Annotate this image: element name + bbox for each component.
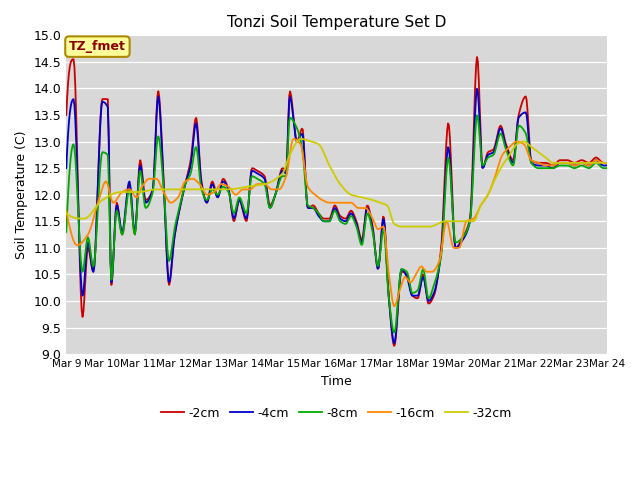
-32cm [398,224,406,229]
-16cm [63,208,70,214]
-2cm [307,204,315,209]
-4cm [390,340,398,346]
-2cm [424,300,432,306]
-16cm [603,160,611,166]
-32cm [471,217,479,223]
-2cm [603,160,611,166]
-8cm [381,236,388,242]
-4cm [202,198,209,204]
-4cm [381,227,388,232]
-8cm [424,295,432,301]
-2cm [470,109,478,115]
Line: -4cm: -4cm [67,89,607,343]
-32cm [202,187,209,192]
-4cm [603,163,611,168]
Line: -2cm: -2cm [67,57,607,346]
-4cm [470,130,478,136]
-32cm [158,187,166,192]
-4cm [158,146,166,152]
-16cm [290,136,298,142]
-32cm [426,224,433,229]
-16cm [158,186,166,192]
Line: -16cm: -16cm [67,139,607,306]
-4cm [63,165,70,171]
-16cm [471,214,479,220]
-8cm [307,204,315,210]
-8cm [603,165,611,171]
Title: Tonzi Soil Temperature Set D: Tonzi Soil Temperature Set D [227,15,446,30]
Y-axis label: Soil Temperature (C): Soil Temperature (C) [15,131,28,259]
-2cm [390,343,398,348]
-8cm [473,112,481,118]
-16cm [308,189,316,195]
Text: TZ_fmet: TZ_fmet [69,40,126,53]
-2cm [63,112,70,118]
-8cm [202,196,209,202]
-32cm [603,160,611,166]
-8cm [158,164,166,169]
-32cm [308,139,316,144]
-4cm [307,205,315,211]
-2cm [381,224,388,230]
-4cm [424,298,432,304]
-8cm [390,330,398,336]
-2cm [158,143,166,148]
-4cm [473,86,481,92]
-32cm [382,202,390,207]
-16cm [390,303,398,309]
Legend: -2cm, -4cm, -8cm, -16cm, -32cm: -2cm, -4cm, -8cm, -16cm, -32cm [156,402,517,425]
-16cm [426,269,433,275]
-16cm [382,239,390,244]
-8cm [63,229,70,235]
-32cm [297,136,305,142]
-8cm [470,148,478,154]
-2cm [202,197,209,203]
Line: -8cm: -8cm [67,115,607,333]
Line: -32cm: -32cm [67,139,607,227]
-32cm [63,210,70,216]
X-axis label: Time: Time [321,374,352,387]
-16cm [202,191,209,197]
-2cm [473,54,481,60]
